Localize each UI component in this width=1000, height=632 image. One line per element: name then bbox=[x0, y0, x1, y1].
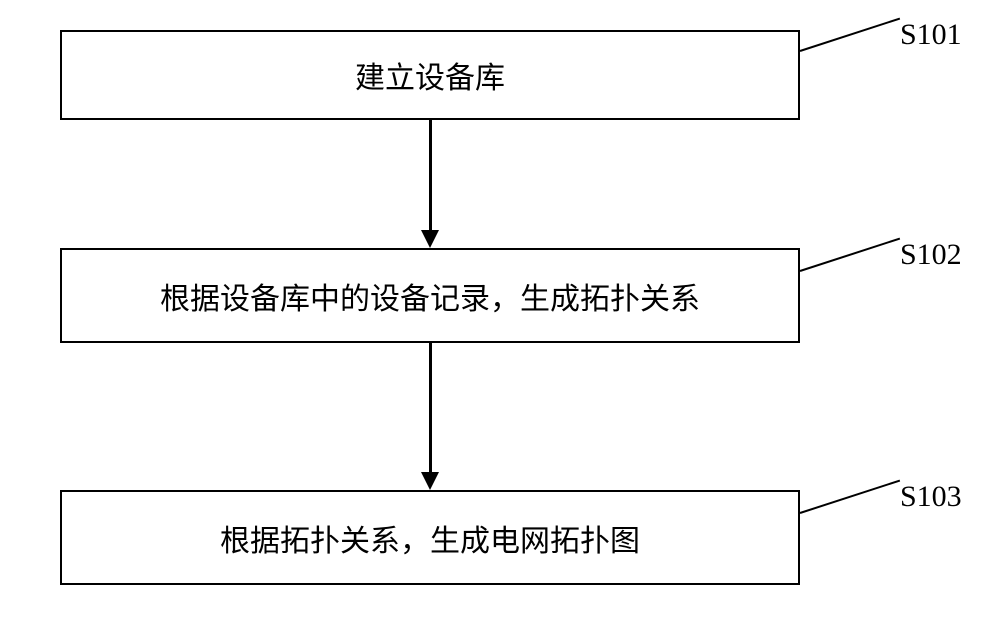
arrow-head-1 bbox=[421, 230, 439, 248]
step-box-s103: 根据拓扑关系，生成电网拓扑图 bbox=[60, 490, 800, 585]
step-label-s102: S102 bbox=[900, 238, 962, 272]
flowchart-container: 建立设备库 S101 根据设备库中的设备记录，生成拓扑关系 S102 根据拓扑关… bbox=[0, 0, 1000, 632]
step-text-s102: 根据设备库中的设备记录，生成拓扑关系 bbox=[160, 274, 700, 318]
leader-line-s102 bbox=[800, 238, 900, 272]
step-text-s103: 根据拓扑关系，生成电网拓扑图 bbox=[220, 516, 640, 560]
arrow-line-2 bbox=[429, 343, 432, 472]
arrow-head-2 bbox=[421, 472, 439, 490]
leader-line-s101 bbox=[800, 18, 900, 52]
step-box-s101: 建立设备库 bbox=[60, 30, 800, 120]
step-label-s101: S101 bbox=[900, 18, 962, 52]
step-label-s103: S103 bbox=[900, 480, 962, 514]
step-box-s102: 根据设备库中的设备记录，生成拓扑关系 bbox=[60, 248, 800, 343]
step-text-s101: 建立设备库 bbox=[355, 53, 505, 97]
arrow-line-1 bbox=[429, 120, 432, 230]
leader-line-s103 bbox=[800, 480, 900, 514]
